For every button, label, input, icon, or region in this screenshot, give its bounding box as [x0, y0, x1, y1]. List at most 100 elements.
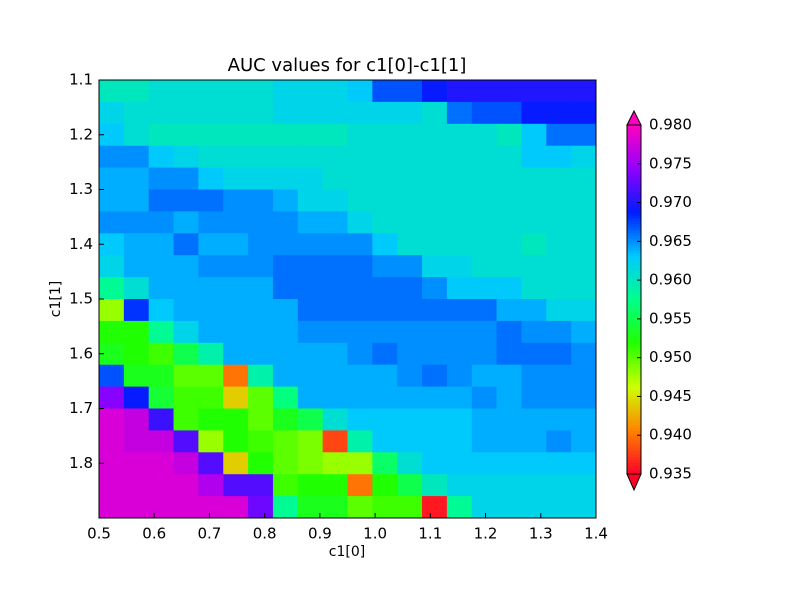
heatmap-cell — [496, 430, 522, 453]
colorbar-segment — [627, 311, 641, 315]
colorbar-segment — [627, 148, 641, 152]
colorbar-segment — [627, 450, 641, 455]
heatmap-cell — [272, 430, 299, 453]
heatmap-cell — [546, 211, 572, 234]
colorbar-segment — [627, 241, 641, 245]
heatmap-cell — [148, 255, 175, 278]
heatmap-cell — [248, 386, 274, 409]
heatmap-cell — [422, 123, 448, 147]
heatmap-cell — [173, 364, 199, 388]
heatmap-cell — [372, 430, 398, 453]
colorbar-segment — [627, 380, 641, 385]
heatmap-cell — [148, 408, 175, 431]
heatmap-cell — [148, 123, 175, 147]
colorbar-segment — [627, 142, 641, 146]
x-tick-label: 1.2 — [474, 525, 498, 543]
colorbar-segment — [627, 258, 641, 263]
heatmap-cell — [397, 167, 423, 190]
heatmap-cell — [422, 342, 448, 366]
heatmap-cell — [173, 80, 199, 103]
colorbar-segment — [627, 375, 641, 379]
heatmap-cell — [347, 430, 373, 453]
heatmap-cell — [223, 277, 249, 300]
heatmap-cell — [198, 320, 224, 344]
colorbar-segment — [627, 261, 641, 265]
heatmap-cell — [173, 342, 199, 366]
colorbar-segment — [627, 191, 641, 196]
heatmap-cell — [322, 364, 348, 388]
colorbar-tick-label: 0.970 — [649, 193, 692, 211]
heatmap-cell — [496, 101, 522, 125]
heatmap-cell — [397, 364, 423, 388]
heatmap-cell — [397, 320, 423, 344]
heatmap-cell — [397, 101, 423, 125]
colorbar-segment — [627, 154, 641, 158]
heatmap-cell — [223, 211, 249, 234]
heatmap-cell — [422, 145, 448, 169]
heatmap-cell — [471, 496, 498, 519]
colorbar-segment — [627, 348, 641, 353]
heatmap-cell — [223, 145, 249, 169]
colorbar-segment — [627, 255, 641, 260]
heatmap-cell — [272, 189, 299, 212]
heatmap-cell — [372, 277, 398, 300]
heatmap-cell — [571, 320, 597, 344]
heatmap-cell — [248, 211, 274, 234]
heatmap-cell — [422, 101, 448, 125]
x-tick-label: 1.0 — [363, 525, 387, 543]
heatmap-cell — [123, 452, 150, 475]
heatmap-cell — [173, 299, 199, 322]
heatmap-cell — [372, 233, 398, 256]
heatmap-cell — [372, 101, 398, 125]
heatmap-cell — [272, 167, 299, 190]
heatmap-cell — [198, 386, 224, 409]
heatmap-cell — [148, 452, 175, 475]
heatmap-cell — [546, 255, 572, 278]
heatmap-cell — [173, 211, 199, 234]
heatmap-cell — [422, 299, 448, 322]
heatmap-cell — [521, 80, 547, 103]
heatmap-cell — [422, 277, 448, 300]
heatmap-cell — [223, 408, 249, 431]
heatmap-cell — [496, 255, 522, 278]
heatmap-cell — [99, 408, 125, 431]
heatmap-cell — [123, 189, 150, 212]
heatmap-cell — [471, 255, 498, 278]
heatmap-cell — [99, 255, 125, 278]
heatmap-cell — [148, 233, 175, 256]
heatmap-cell — [422, 408, 448, 431]
heatmap-cell — [422, 167, 448, 190]
colorbar-segment — [627, 188, 641, 193]
heatmap-cell — [571, 255, 597, 278]
heatmap-cell — [223, 430, 249, 453]
heatmap-cell — [99, 233, 125, 256]
heatmap-cell — [446, 452, 473, 475]
heatmap-cell — [546, 299, 572, 322]
heatmap-cell — [223, 364, 249, 388]
heatmap-cell — [297, 189, 324, 212]
heatmap-cell — [471, 430, 498, 453]
heatmap-cell — [546, 277, 572, 300]
heatmap-cell — [173, 277, 199, 300]
heatmap-cell — [123, 233, 150, 256]
heatmap-cell — [99, 386, 125, 409]
heatmap-cell — [397, 145, 423, 169]
heatmap-cell — [397, 452, 423, 475]
colorbar-segment — [627, 389, 641, 393]
heatmap-cell — [272, 145, 299, 169]
heatmap-cell — [521, 474, 547, 497]
heatmap-cell — [297, 364, 324, 388]
colorbar-segment — [627, 433, 641, 437]
heatmap-cell — [397, 408, 423, 431]
heatmap-cell — [99, 145, 125, 169]
colorbar-segment — [627, 139, 641, 143]
colorbar-segment — [627, 276, 641, 280]
heatmap-cell — [123, 430, 150, 453]
colorbar-segment — [627, 232, 641, 236]
y-axis-label: c1[1] — [48, 281, 64, 317]
heatmap-cell — [272, 320, 299, 344]
heatmap-cell — [248, 320, 274, 344]
colorbar-tick-label: 0.955 — [649, 309, 692, 327]
heatmap-cell — [347, 211, 373, 234]
heatmap-cell — [198, 277, 224, 300]
